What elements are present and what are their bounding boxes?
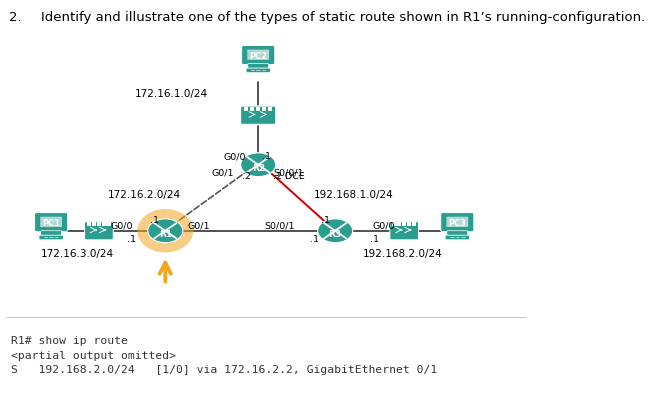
Text: .1: .1 [262,152,271,161]
Text: R1# show ip route: R1# show ip route [11,335,128,345]
Bar [393,223,397,226]
Text: PC1: PC1 [42,218,60,227]
Text: .1: .1 [369,234,379,243]
Bar [256,107,260,111]
Bar [92,223,96,226]
Bar [97,223,101,226]
Ellipse shape [137,209,193,253]
Text: S0/0/1: S0/0/1 [273,168,304,177]
Ellipse shape [318,219,353,243]
FancyBboxPatch shape [41,231,62,236]
FancyBboxPatch shape [85,222,113,240]
FancyBboxPatch shape [40,217,62,228]
Text: G0/0: G0/0 [111,221,134,230]
Text: .1: .1 [321,215,330,224]
Text: PC2: PC2 [249,52,267,60]
FancyBboxPatch shape [390,222,418,240]
Bar [407,223,411,226]
Text: S   192.168.2.0/24   [1/0] via 172.16.2.2, GigabitEthernet 0/1: S 192.168.2.0/24 [1/0] via 172.16.2.2, G… [11,364,438,374]
Text: 192.168.1.0/24: 192.168.1.0/24 [314,189,394,199]
Text: PC3: PC3 [448,218,466,227]
FancyBboxPatch shape [248,64,269,69]
Bar [397,223,401,226]
Ellipse shape [241,154,275,177]
Ellipse shape [148,219,183,243]
FancyBboxPatch shape [241,107,275,125]
Bar [268,107,273,111]
Text: R2: R2 [252,164,265,173]
Text: <partial output omitted>: <partial output omitted> [11,350,176,360]
FancyBboxPatch shape [441,213,474,232]
Bar [402,223,406,226]
Text: 172.16.1.0/24: 172.16.1.0/24 [134,88,208,98]
FancyBboxPatch shape [447,231,467,236]
Text: .2: .2 [242,171,252,180]
Bar [262,107,266,111]
Text: G0/1: G0/1 [187,221,210,230]
FancyBboxPatch shape [246,69,270,74]
Text: S0/0/1: S0/0/1 [265,221,295,230]
Text: G0/1: G0/1 [212,168,234,177]
Text: .1: .1 [127,234,136,243]
Bar [412,223,416,226]
Bar [107,223,111,226]
Text: .1: .1 [310,234,319,243]
FancyBboxPatch shape [242,46,275,66]
Text: 172.16.2.0/24: 172.16.2.0/24 [108,189,181,199]
Text: .2 DCE: .2 DCE [273,172,305,181]
Text: Identify and illustrate one of the types of static route shown in R1’s running-c: Identify and illustrate one of the types… [40,11,645,24]
Text: R1: R1 [159,230,172,239]
Text: G0/0: G0/0 [372,221,395,230]
Text: 192.168.2.0/24: 192.168.2.0/24 [363,249,443,259]
Text: 172.16.3.0/24: 172.16.3.0/24 [41,249,115,259]
FancyBboxPatch shape [39,236,64,240]
Text: .1: .1 [150,215,159,224]
FancyBboxPatch shape [446,217,468,228]
Bar [102,223,106,226]
Text: R3: R3 [328,230,342,239]
FancyBboxPatch shape [34,213,68,232]
Bar [244,107,248,111]
Bar [87,223,91,226]
Text: 2.: 2. [9,11,21,24]
FancyBboxPatch shape [248,50,269,61]
Text: G0/0: G0/0 [224,152,246,161]
FancyBboxPatch shape [445,236,469,240]
Bar [250,107,254,111]
